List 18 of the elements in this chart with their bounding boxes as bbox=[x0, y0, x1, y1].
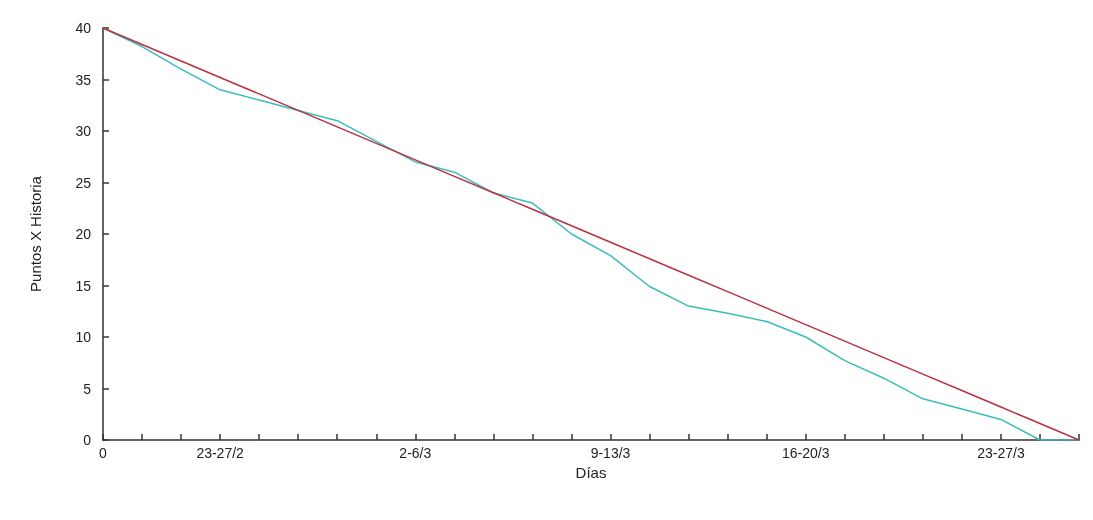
x-tick-label: 23-27/2 bbox=[196, 445, 245, 461]
x-tick-label: 23-27/3 bbox=[977, 445, 1025, 461]
y-axis-title: Puntos X Historia bbox=[27, 175, 44, 292]
y-tick-label: 40 bbox=[75, 20, 92, 36]
x-tick-label: 0 bbox=[99, 445, 108, 461]
x-tick-label: 9-13/3 bbox=[590, 445, 631, 461]
y-tick-label: 5 bbox=[83, 380, 92, 397]
x-tick-label: 16-20/3 bbox=[781, 445, 830, 461]
x-axis-title: Días bbox=[575, 463, 607, 481]
y-tick-label: 25 bbox=[75, 174, 92, 191]
y-tick-label: 0 bbox=[83, 432, 92, 448]
line-series bbox=[102, 27, 1080, 441]
y-tick-label: 35 bbox=[75, 71, 92, 88]
y-tick-label: 15 bbox=[75, 277, 92, 294]
y-tick-label: 20 bbox=[75, 226, 92, 242]
y-tick-label: 10 bbox=[75, 329, 92, 345]
x-tick-label: 2-6/3 bbox=[399, 445, 432, 461]
y-tick-label: 30 bbox=[75, 123, 92, 139]
